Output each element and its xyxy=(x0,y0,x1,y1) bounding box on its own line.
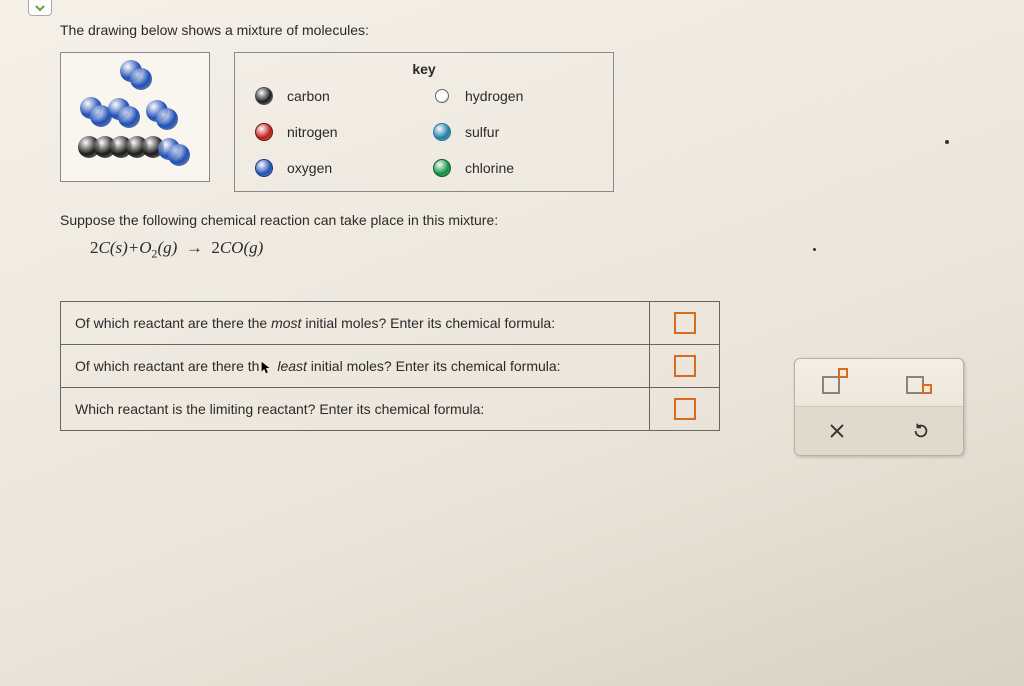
legend-box: key carbon hydrogen nitrogen sulfur oxygen ch… xyxy=(234,52,614,192)
subscript-button[interactable] xyxy=(904,368,938,398)
legend-label: nitrogen xyxy=(287,124,419,140)
suppose-text: Suppose the following chemical reaction … xyxy=(60,212,964,228)
reaction-equation: 2C(s)+O2(g) → 2CO(g) xyxy=(90,238,964,261)
table-row: Of which reactant are there the most ini… xyxy=(61,302,720,345)
noise-speck xyxy=(813,248,816,251)
intro-text: The drawing below shows a mixture of mol… xyxy=(60,22,964,38)
clear-button[interactable] xyxy=(826,420,848,442)
atom xyxy=(130,68,152,90)
atom xyxy=(156,108,178,130)
legend-label: chlorine xyxy=(465,160,597,176)
question-3: Which reactant is the limiting reactant?… xyxy=(61,388,650,431)
legend-label: carbon xyxy=(287,88,419,104)
atom xyxy=(118,106,140,128)
answer-input-1[interactable] xyxy=(674,312,696,334)
hydrogen-swatch xyxy=(435,89,449,103)
chlorine-swatch xyxy=(433,159,451,177)
answer-table: Of which reactant are there the most ini… xyxy=(60,301,720,431)
question-2: Of which reactant are there th least ini… xyxy=(61,345,650,388)
answer-input-3[interactable] xyxy=(674,398,696,420)
sulfur-swatch xyxy=(433,123,451,141)
legend-label: hydrogen xyxy=(465,88,597,104)
superscript-button[interactable] xyxy=(820,368,854,398)
legend-title: key xyxy=(251,61,597,77)
legend-label: sulfur xyxy=(465,124,597,140)
answer-input-2[interactable] xyxy=(674,355,696,377)
table-row: Which reactant is the limiting reactant?… xyxy=(61,388,720,431)
cursor-icon xyxy=(259,361,273,375)
nitrogen-swatch xyxy=(255,123,273,141)
oxygen-swatch xyxy=(255,159,273,177)
visual-row: key carbon hydrogen nitrogen sulfur oxygen ch… xyxy=(60,52,964,192)
carbon-swatch xyxy=(255,87,273,105)
table-row: Of which reactant are there th least ini… xyxy=(61,345,720,388)
formula-toolbox xyxy=(794,358,964,456)
noise-speck xyxy=(945,140,949,144)
reset-button[interactable] xyxy=(910,420,932,442)
atom xyxy=(168,144,190,166)
collapse-toggle[interactable] xyxy=(28,0,52,16)
question-1: Of which reactant are there the most ini… xyxy=(61,302,650,345)
legend-label: oxygen xyxy=(287,160,419,176)
molecule-drawing xyxy=(60,52,210,182)
